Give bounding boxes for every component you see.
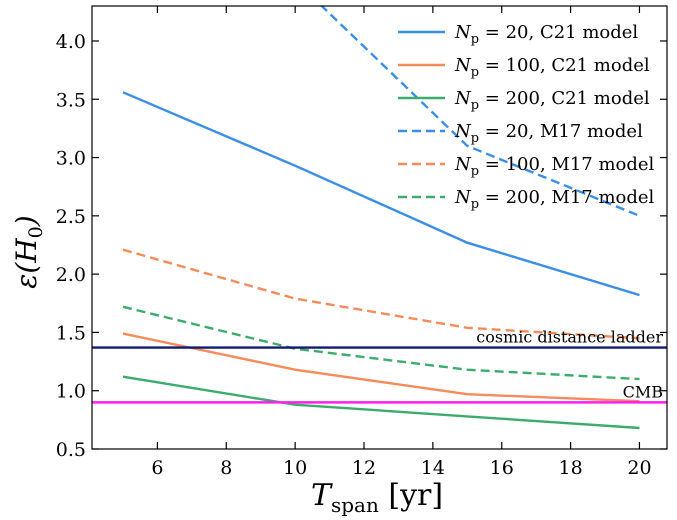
legend-label-2: Np = 200, C21 model xyxy=(454,88,650,113)
axis-ticks: 6 8 10 12 14 16 18 20 0.5 1.0 1.5 2.0 2.5 3.0 3.5 4.0 xyxy=(56,6,667,479)
y-tick-label: 1.0 xyxy=(56,381,86,403)
legend-label-4: Np = 100, M17 model xyxy=(454,154,655,179)
y-tick-label: 0.5 xyxy=(56,439,86,461)
series-line-0 xyxy=(122,91,640,297)
reference-lines: cosmic distance ladder CMB xyxy=(92,328,667,404)
series-line-3 xyxy=(320,6,640,217)
legend-label-0: Np = 20, C21 model xyxy=(454,22,638,47)
x-tick-label: 20 xyxy=(627,457,651,479)
reference-label-1: CMB xyxy=(623,382,663,401)
y-tick-label: 2.5 xyxy=(56,206,86,228)
plot-frame xyxy=(91,5,668,450)
x-tick-label: 18 xyxy=(558,457,582,479)
x-tick-label: 14 xyxy=(421,457,445,479)
series-line-1 xyxy=(122,332,640,403)
x-tick-label: 8 xyxy=(220,457,232,479)
x-tick-label: 16 xyxy=(490,457,514,479)
reference-label-0: cosmic distance ladder xyxy=(476,328,663,347)
legend: Np = 20, C21 model Np = 100, C21 model Np … xyxy=(398,22,655,212)
series-line-4 xyxy=(122,248,640,340)
y-tick-label: 1.5 xyxy=(56,322,86,344)
series-line-5 xyxy=(122,305,640,381)
plot-area xyxy=(122,6,640,430)
x-tick-label: 6 xyxy=(151,457,163,479)
y-tick-label: 3.5 xyxy=(56,89,86,111)
x-tick-label: 10 xyxy=(283,457,307,479)
legend-label-3: Np = 20, M17 model xyxy=(454,121,643,146)
legend-label-5: Np = 200, M17 model xyxy=(454,187,655,212)
y-tick-label: 3.0 xyxy=(56,148,86,170)
y-axis-label: ε(H0) xyxy=(10,215,47,288)
legend-label-1: Np = 100, C21 model xyxy=(454,55,650,80)
series-line-2 xyxy=(122,375,640,430)
x-axis-label: Tspan [yr] xyxy=(311,478,443,517)
y-tick-label: 4.0 xyxy=(56,31,86,53)
y-tick-label: 2.0 xyxy=(56,264,86,286)
x-tick-label: 12 xyxy=(352,457,376,479)
